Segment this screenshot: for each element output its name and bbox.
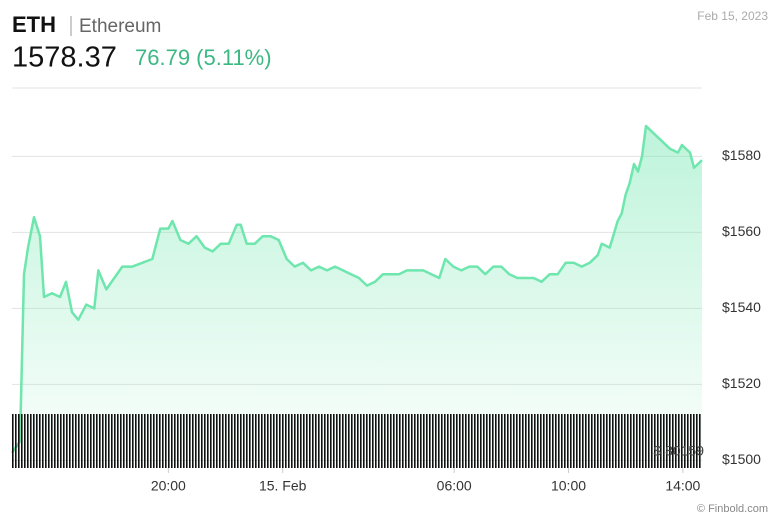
y-tick-label: $1520 — [722, 375, 761, 391]
x-axis: 20:00 15. Feb 06:00 10:00 14:00 — [151, 468, 701, 494]
plot — [10, 124, 703, 468]
volume-bars — [12, 414, 702, 468]
x-tick-label: 06:00 — [437, 478, 472, 494]
x-tick-label: 20:00 — [151, 478, 186, 494]
y-tick-label: $1500 — [722, 451, 761, 467]
price-change: 76.79 (5.11%) — [135, 45, 272, 70]
y-tick-label: $1560 — [722, 223, 761, 239]
asset-name: Ethereum — [79, 16, 161, 37]
price: 1578.37 — [12, 42, 117, 74]
y-tick-label: $1580 — [722, 147, 761, 163]
credit: © Finbold.com — [697, 503, 768, 515]
volume-label: $ 80159 — [653, 443, 704, 459]
y-tick-label: $1540 — [722, 299, 761, 315]
symbol: ETH — [12, 12, 56, 37]
x-tick-label: 14:00 — [665, 478, 700, 494]
date: Feb 15, 2023 — [697, 9, 768, 23]
x-tick-label: 15. Feb — [259, 478, 307, 494]
area — [12, 126, 702, 468]
price-line — [10, 124, 703, 454]
x-tick-label: 10:00 — [551, 478, 586, 494]
